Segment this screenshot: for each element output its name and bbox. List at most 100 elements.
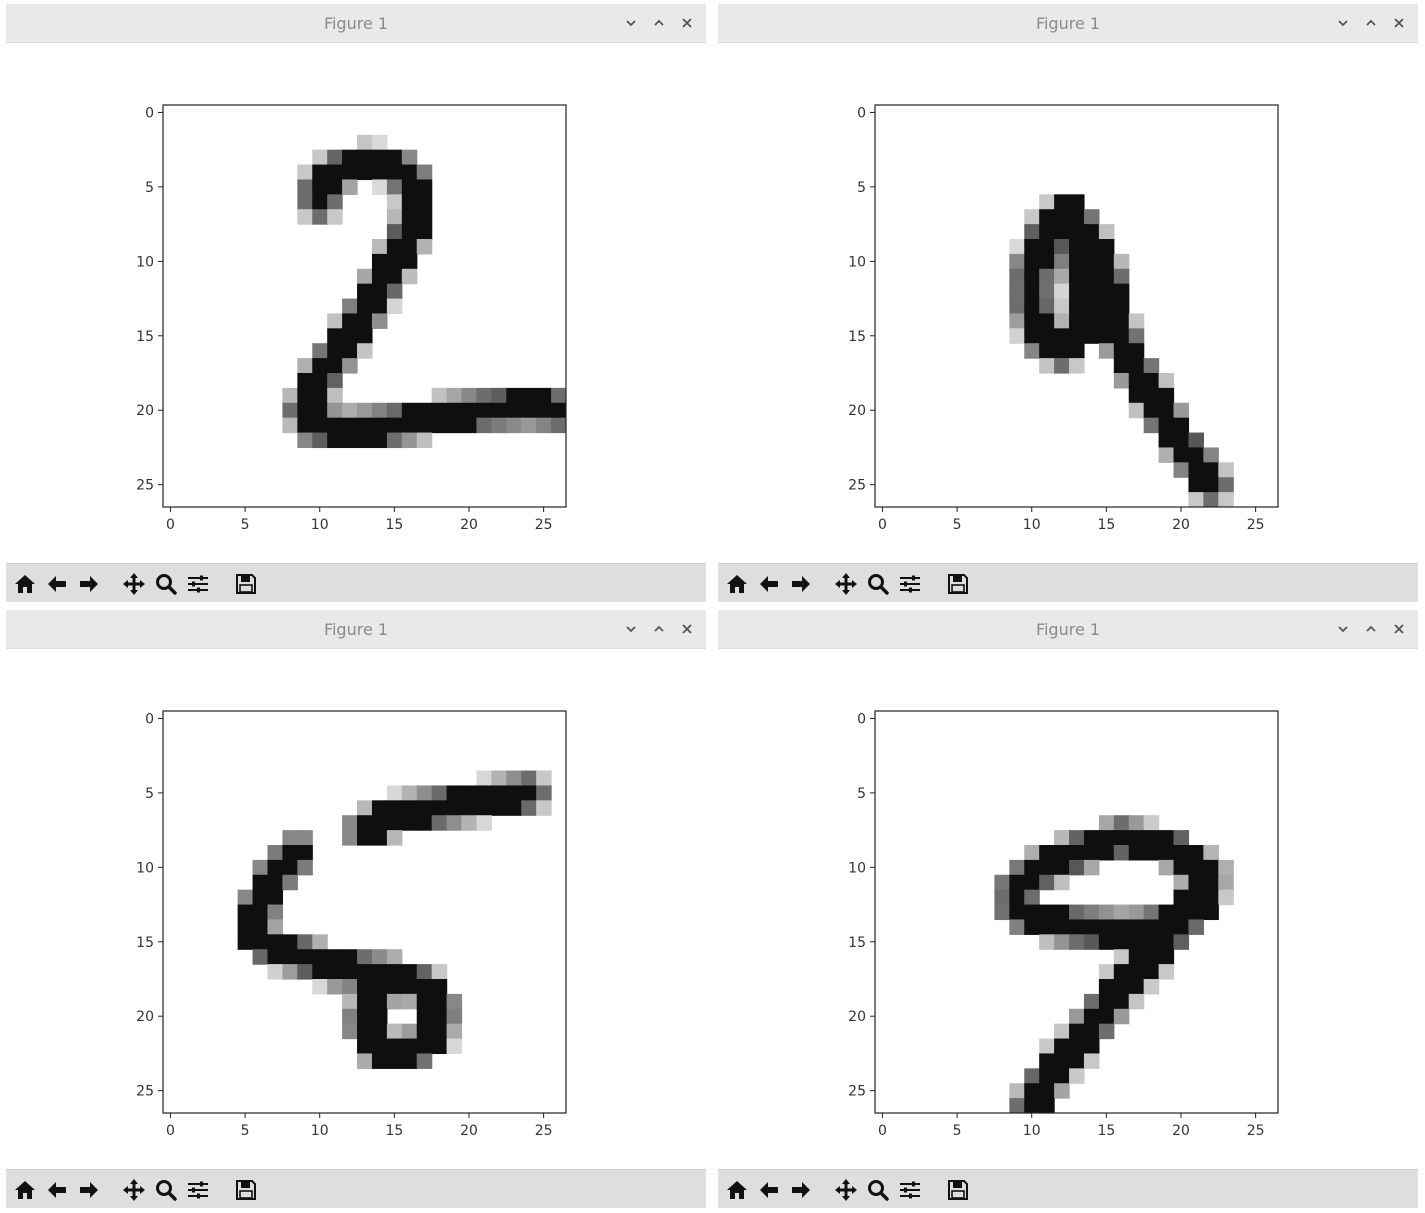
pixel-cell [1113, 815, 1130, 831]
chevron-up-icon[interactable] [648, 12, 670, 34]
pixel-cell [282, 964, 298, 980]
pixel-cell [1069, 830, 1085, 846]
pixel-cell [371, 268, 388, 285]
pixel-cell [386, 164, 403, 181]
pixel-cell [342, 979, 358, 995]
pan-move-icon[interactable] [119, 1175, 149, 1205]
pixel-cell [401, 785, 418, 801]
pixel-cell [252, 904, 269, 921]
pixel-cell [431, 979, 448, 995]
pixel-cell [371, 1008, 388, 1025]
zoom-magnifier-icon[interactable] [863, 569, 893, 599]
chevron-down-icon[interactable] [1332, 618, 1354, 640]
configure-subplots-icon[interactable] [895, 569, 925, 599]
x-tick-label: 20 [1172, 517, 1190, 533]
pixel-cell [1113, 919, 1130, 935]
chevron-down-icon[interactable] [620, 618, 642, 640]
pixel-cell [1039, 904, 1055, 921]
pixel-cell [386, 949, 403, 965]
pixel-cell [401, 194, 418, 210]
pixel-cell [491, 387, 507, 404]
pixel-cell [416, 402, 433, 419]
forward-arrow-icon[interactable] [786, 569, 816, 599]
pixel-cell [1218, 859, 1234, 876]
pixel-cell [1069, 845, 1085, 861]
pixel-cell [297, 432, 313, 449]
pixel-cell [1128, 934, 1145, 950]
pixel-cell [357, 993, 373, 1010]
close-icon[interactable] [676, 618, 698, 640]
pixel-cell [401, 179, 418, 195]
pixel-cell [386, 785, 403, 801]
pixel-cell [401, 993, 418, 1010]
chevron-down-icon[interactable] [620, 12, 642, 34]
pixel-cell [371, 164, 388, 181]
pixel-cell [401, 815, 418, 831]
pan-move-icon[interactable] [831, 1175, 861, 1205]
pixel-cell [342, 1023, 358, 1040]
pixel-cell [342, 313, 358, 329]
title-bar[interactable]: Figure 1 [6, 4, 706, 43]
configure-subplots-icon[interactable] [183, 569, 213, 599]
pixel-cell [342, 993, 358, 1010]
home-icon[interactable] [10, 1175, 40, 1205]
x-tick-label: 10 [1023, 517, 1041, 533]
zoom-magnifier-icon[interactable] [151, 1175, 181, 1205]
title-bar[interactable]: Figure 1 [6, 610, 706, 649]
pixel-cell [1039, 1068, 1055, 1084]
save-floppy-icon[interactable] [943, 569, 973, 599]
zoom-magnifier-icon[interactable] [863, 1175, 893, 1205]
back-arrow-icon[interactable] [42, 569, 72, 599]
pixel-cell [1069, 239, 1085, 255]
pixel-cell [282, 845, 298, 861]
pixel-cell [312, 209, 328, 225]
back-arrow-icon[interactable] [754, 1175, 784, 1205]
title-bar[interactable]: Figure 1 [718, 4, 1418, 43]
pixel-cell [312, 934, 328, 950]
pixel-cell [342, 328, 358, 344]
window-title: Figure 1 [1035, 14, 1101, 33]
pixel-cell [1098, 268, 1115, 285]
chevron-down-icon[interactable] [1332, 12, 1354, 34]
home-icon[interactable] [722, 569, 752, 599]
figure-window-3: Figure 1 0 5 10 15 20 25 0 5 10 15 20 25 [6, 610, 706, 1208]
pixel-cell [1113, 934, 1130, 950]
chevron-up-icon[interactable] [1360, 618, 1382, 640]
y-tick-label: 0 [857, 105, 866, 121]
configure-subplots-icon[interactable] [183, 1175, 213, 1205]
pixel-cell [1098, 298, 1115, 315]
close-icon[interactable] [1388, 618, 1410, 640]
pixel-cell [521, 770, 537, 787]
forward-arrow-icon[interactable] [786, 1175, 816, 1205]
close-icon[interactable] [676, 12, 698, 34]
pixel-cell [1203, 462, 1219, 478]
pixel-cell [1203, 874, 1219, 891]
home-icon[interactable] [722, 1175, 752, 1205]
save-floppy-icon[interactable] [943, 1175, 973, 1205]
chevron-up-icon[interactable] [1360, 12, 1382, 34]
pixel-cell [1098, 919, 1115, 935]
close-icon[interactable] [1388, 12, 1410, 34]
chevron-up-icon[interactable] [648, 618, 670, 640]
back-arrow-icon[interactable] [754, 569, 784, 599]
save-floppy-icon[interactable] [231, 569, 261, 599]
pan-move-icon[interactable] [119, 569, 149, 599]
x-tick-label: 20 [460, 517, 478, 533]
forward-arrow-icon[interactable] [74, 1175, 104, 1205]
title-bar[interactable]: Figure 1 [718, 610, 1418, 649]
forward-arrow-icon[interactable] [74, 569, 104, 599]
pixel-cell [371, 239, 388, 255]
save-floppy-icon[interactable] [231, 1175, 261, 1205]
back-arrow-icon[interactable] [42, 1175, 72, 1205]
pixel-cell [1218, 874, 1234, 891]
pixel-cell [282, 417, 298, 434]
pan-move-icon[interactable] [831, 569, 861, 599]
pixel-cell [1054, 239, 1070, 255]
pixel-cell [1113, 343, 1130, 359]
pixel-cell [416, 964, 433, 980]
zoom-magnifier-icon[interactable] [151, 569, 181, 599]
pixel-cell [416, 1053, 433, 1069]
pixel-cell [371, 993, 388, 1010]
configure-subplots-icon[interactable] [895, 1175, 925, 1205]
home-icon[interactable] [10, 569, 40, 599]
